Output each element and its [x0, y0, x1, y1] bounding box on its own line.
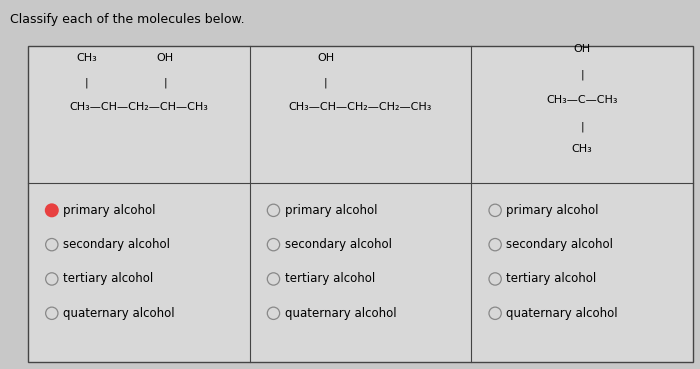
Text: primary alcohol: primary alcohol: [285, 204, 377, 217]
Text: OH: OH: [317, 53, 334, 63]
Text: quaternary alcohol: quaternary alcohol: [63, 307, 174, 320]
Text: |: |: [580, 69, 584, 80]
Text: primary alcohol: primary alcohol: [63, 204, 155, 217]
Text: CH₃: CH₃: [76, 53, 97, 63]
Text: |: |: [85, 78, 88, 88]
Text: tertiary alcohol: tertiary alcohol: [63, 272, 153, 286]
Text: |: |: [164, 78, 167, 88]
Text: primary alcohol: primary alcohol: [506, 204, 598, 217]
Text: quaternary alcohol: quaternary alcohol: [285, 307, 396, 320]
Text: CH₃—CH—CH₂—CH₂—CH₃: CH₃—CH—CH₂—CH₂—CH₃: [289, 102, 432, 112]
Text: OH: OH: [157, 53, 174, 63]
Text: tertiary alcohol: tertiary alcohol: [285, 272, 375, 286]
Text: tertiary alcohol: tertiary alcohol: [506, 272, 596, 286]
Text: CH₃—C—CH₃: CH₃—C—CH₃: [547, 94, 618, 105]
Text: CH₃: CH₃: [572, 144, 592, 155]
Text: Classify each of the molecules below.: Classify each of the molecules below.: [10, 13, 245, 26]
Text: secondary alcohol: secondary alcohol: [285, 238, 392, 251]
Ellipse shape: [46, 204, 58, 217]
Text: OH: OH: [573, 44, 591, 54]
Text: secondary alcohol: secondary alcohol: [506, 238, 613, 251]
Text: secondary alcohol: secondary alcohol: [63, 238, 170, 251]
Text: |: |: [580, 121, 584, 132]
Text: CH₃—CH—CH₂—CH—CH₃: CH₃—CH—CH₂—CH—CH₃: [69, 102, 209, 112]
Text: quaternary alcohol: quaternary alcohol: [506, 307, 618, 320]
Text: |: |: [323, 78, 328, 88]
